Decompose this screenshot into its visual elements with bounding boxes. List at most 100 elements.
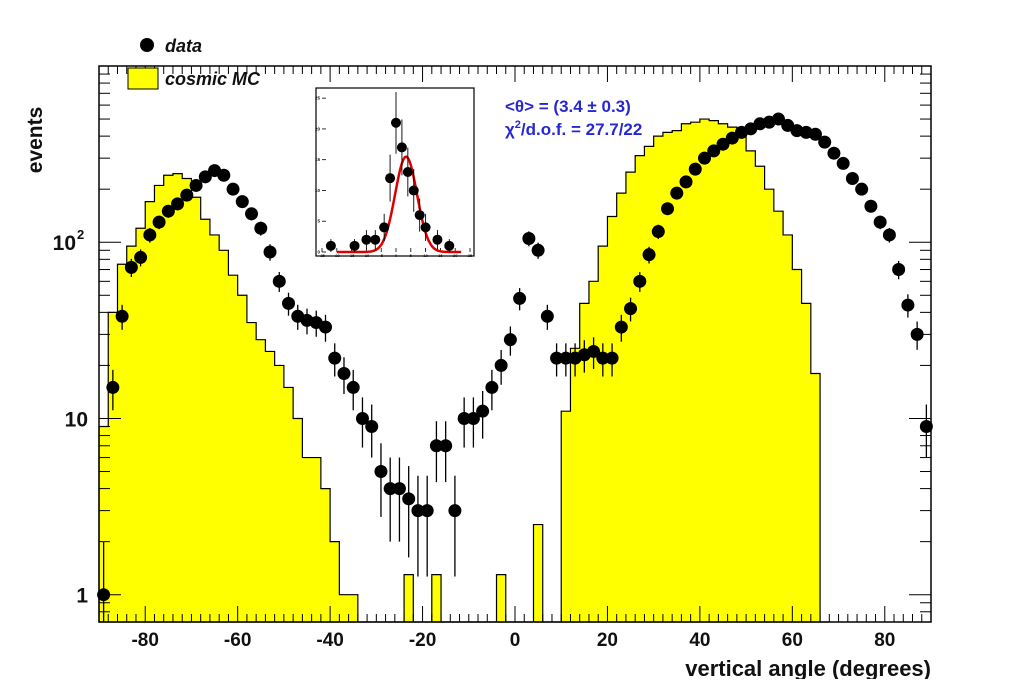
data-point bbox=[346, 369, 360, 411]
data-marker bbox=[522, 231, 536, 245]
data-marker bbox=[550, 351, 564, 365]
legend-mc-label: cosmic MC bbox=[165, 69, 261, 89]
data-point bbox=[328, 343, 342, 377]
inset-data-point bbox=[370, 230, 381, 250]
data-point bbox=[161, 204, 175, 218]
data-point bbox=[679, 175, 693, 189]
data-point bbox=[882, 227, 896, 243]
data-point bbox=[439, 421, 453, 483]
inset-y-tick-label: 10 bbox=[315, 188, 321, 193]
data-point bbox=[513, 288, 527, 311]
data-marker bbox=[707, 144, 721, 158]
data-point bbox=[411, 475, 425, 577]
data-point bbox=[254, 221, 268, 236]
y-axis-label: events bbox=[24, 107, 47, 174]
data-marker bbox=[143, 228, 157, 242]
data-point bbox=[152, 215, 166, 230]
data-point bbox=[171, 197, 185, 211]
inset-data-marker bbox=[391, 117, 401, 128]
inset-data-point bbox=[391, 92, 401, 154]
data-marker bbox=[198, 170, 212, 184]
data-marker bbox=[624, 302, 638, 316]
data-marker bbox=[420, 504, 434, 518]
inset-data-marker bbox=[349, 240, 360, 251]
inset-x-tick-label: -5 bbox=[379, 253, 383, 258]
data-point bbox=[457, 397, 471, 448]
inset-data-point bbox=[444, 239, 455, 252]
data-point bbox=[716, 137, 730, 151]
data-point bbox=[845, 171, 859, 185]
data-marker bbox=[115, 309, 129, 323]
data-marker bbox=[245, 207, 259, 221]
inset-data-marker bbox=[444, 240, 455, 251]
data-point bbox=[235, 195, 249, 209]
inset-data-marker bbox=[432, 234, 443, 245]
data-marker bbox=[466, 411, 480, 425]
data-point bbox=[818, 135, 832, 149]
data-point bbox=[587, 337, 601, 369]
y-tick-label: 10 bbox=[65, 408, 88, 431]
data-marker bbox=[365, 420, 379, 434]
fit-chi2-text: χ2/d.o.f. = 27.7/22 bbox=[505, 119, 642, 139]
data-marker bbox=[337, 366, 351, 380]
inset-x-tick-label: 15 bbox=[438, 253, 443, 258]
data-points bbox=[97, 112, 933, 622]
data-point bbox=[134, 249, 148, 267]
data-point bbox=[143, 227, 157, 243]
data-point bbox=[771, 112, 785, 126]
inset-data-marker bbox=[361, 234, 372, 245]
inset-x-tick-label: 0 bbox=[395, 253, 398, 258]
x-tick-label: -40 bbox=[316, 630, 343, 651]
data-marker bbox=[855, 182, 869, 196]
inset-data-point bbox=[361, 230, 372, 250]
data-point bbox=[402, 466, 416, 558]
data-marker bbox=[346, 380, 360, 394]
data-marker bbox=[318, 320, 332, 334]
data-marker bbox=[873, 215, 887, 229]
x-tick-label: 40 bbox=[689, 630, 710, 651]
data-marker bbox=[633, 274, 647, 288]
data-point bbox=[642, 246, 656, 264]
x-axis-label: vertical angle (degrees) bbox=[685, 656, 931, 679]
inset-y-tick-label: 25 bbox=[315, 96, 321, 101]
data-point bbox=[245, 207, 259, 221]
data-marker bbox=[476, 404, 490, 418]
data-marker bbox=[910, 327, 924, 341]
data-point bbox=[605, 343, 619, 377]
data-point bbox=[337, 357, 351, 395]
chi-rest: /d.o.f. = 27.7/22 bbox=[521, 120, 642, 139]
data-marker bbox=[355, 411, 369, 425]
data-marker bbox=[457, 411, 471, 425]
data-point bbox=[892, 260, 906, 280]
data-marker bbox=[864, 199, 878, 213]
inset-frame bbox=[315, 87, 475, 257]
data-point bbox=[365, 404, 379, 458]
data-marker bbox=[605, 351, 619, 365]
data-point bbox=[318, 314, 332, 342]
inset-data-marker bbox=[385, 173, 396, 184]
data-point bbox=[282, 292, 296, 316]
data-marker bbox=[494, 358, 508, 372]
inset-x-tick-label: 5 bbox=[410, 253, 413, 258]
data-point bbox=[429, 421, 443, 483]
data-point bbox=[855, 182, 869, 196]
data-point bbox=[540, 304, 554, 330]
data-point bbox=[661, 202, 675, 216]
data-marker bbox=[716, 137, 730, 151]
inset-x-tick-label: -10 bbox=[364, 253, 371, 258]
data-marker bbox=[614, 320, 628, 334]
data-marker bbox=[808, 127, 822, 141]
inset-y-tick-label: 20 bbox=[315, 126, 321, 131]
data-point bbox=[494, 349, 508, 385]
inset-data-marker bbox=[396, 142, 407, 153]
data-point bbox=[670, 186, 684, 200]
data-point bbox=[263, 244, 277, 261]
data-marker bbox=[411, 504, 425, 518]
inset-x-tick-label: -25 bbox=[319, 253, 326, 258]
data-point bbox=[272, 272, 286, 292]
inset-data-marker bbox=[408, 185, 419, 196]
data-point bbox=[392, 457, 406, 542]
inset-data-point bbox=[385, 154, 396, 202]
data-marker bbox=[827, 146, 841, 160]
